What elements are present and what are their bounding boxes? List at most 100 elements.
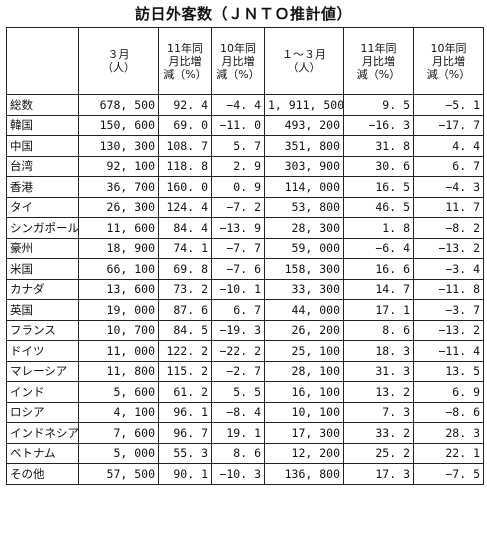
jan-mar-visitors-cell: 44, 000 — [264, 299, 344, 321]
country-name-cell: 米国 — [6, 258, 79, 280]
march-vs-2010-cell: −2. 7 — [211, 360, 265, 382]
march-visitors-cell: 4, 100 — [78, 401, 159, 423]
header-cell-jan-mar: １～３月 （人） — [264, 27, 344, 95]
march-vs-2010-cell: −11. 0 — [211, 114, 265, 136]
march-vs-2010-cell: 6. 7 — [211, 299, 265, 321]
country-name-cell: 総数 — [6, 94, 79, 116]
jan-mar-visitors-cell: 28, 100 — [264, 360, 344, 382]
march-visitors-cell: 678, 500 — [78, 94, 159, 116]
jan-mar-vs-2010-cell: −8. 6 — [413, 401, 484, 423]
march-visitors-cell: 11, 600 — [78, 217, 159, 239]
jan-mar-vs-2011-cell: 31. 8 — [343, 135, 414, 157]
page-title: 訪日外客数（ＪＮＴＯ推計値） — [134, 5, 352, 23]
jan-mar-visitors-cell: 25, 100 — [264, 340, 344, 362]
table-row: 英国 19, 000 87. 6 6. 7 44, 000 17. 1 −3. 7 — [6, 299, 484, 321]
table-row: ロシア 4, 100 96. 1 −8. 4 10, 100 7. 3 −8. 6 — [6, 401, 484, 423]
march-visitors-cell: 150, 600 — [78, 114, 159, 136]
country-name-cell: シンガポール — [6, 217, 79, 239]
march-visitors-cell: 13, 600 — [78, 278, 159, 300]
jan-mar-visitors-cell: 158, 300 — [264, 258, 344, 280]
table-row: 米国 66, 100 69. 8 −7. 6 158, 300 16. 6 −3. 4 — [6, 258, 484, 280]
jan-mar-vs-2010-cell: 13. 5 — [413, 360, 484, 382]
march-vs-2011-cell: 115. 2 — [158, 360, 212, 382]
march-vs-2011-cell: 124. 4 — [158, 196, 212, 218]
march-vs-2011-cell: 69. 8 — [158, 258, 212, 280]
jan-mar-vs-2011-cell: 16. 5 — [343, 176, 414, 198]
march-vs-2010-cell: 5. 5 — [211, 381, 265, 403]
march-vs-2011-cell: 84. 4 — [158, 217, 212, 239]
jan-mar-visitors-cell: 10, 100 — [264, 401, 344, 423]
march-vs-2011-cell: 74. 1 — [158, 237, 212, 259]
jan-mar-vs-2011-cell: 8. 6 — [343, 319, 414, 341]
jan-mar-vs-2010-cell: 22. 1 — [413, 442, 484, 464]
march-vs-2010-cell: −13. 9 — [211, 217, 265, 239]
jan-mar-vs-2011-cell: 16. 6 — [343, 258, 414, 280]
march-visitors-cell: 11, 800 — [78, 360, 159, 382]
march-vs-2010-cell: 5. 7 — [211, 135, 265, 157]
country-name-cell: マレーシア — [6, 360, 79, 382]
table-row: マレーシア 11, 800 115. 2 −2. 7 28, 100 31. 3 13. 5 — [6, 360, 484, 382]
table-row: 中国 130, 300 108. 7 5. 7 351, 800 31. 8 4. 4 — [6, 135, 484, 157]
march-visitors-cell: 36, 700 — [78, 176, 159, 198]
jan-mar-vs-2010-cell: −5. 1 — [413, 94, 484, 116]
march-vs-2011-cell: 55. 3 — [158, 442, 212, 464]
march-visitors-cell: 57, 500 — [78, 463, 159, 485]
march-vs-2010-cell: −22. 2 — [211, 340, 265, 362]
jan-mar-visitors-cell: 59, 000 — [264, 237, 344, 259]
country-name-cell: ロシア — [6, 401, 79, 423]
march-vs-2010-cell: −7. 6 — [211, 258, 265, 280]
jan-mar-vs-2011-cell: 33. 2 — [343, 422, 414, 444]
march-vs-2011-cell: 108. 7 — [158, 135, 212, 157]
country-name-cell: インド — [6, 381, 79, 403]
march-visitors-cell: 5, 600 — [78, 381, 159, 403]
jan-mar-vs-2010-cell: −13. 2 — [413, 237, 484, 259]
jan-mar-vs-2011-cell: −16. 3 — [343, 114, 414, 136]
march-vs-2011-cell: 118. 8 — [158, 155, 212, 177]
march-visitors-cell: 10, 700 — [78, 319, 159, 341]
march-vs-2010-cell: 8. 6 — [211, 442, 265, 464]
march-visitors-cell: 7, 600 — [78, 422, 159, 444]
jan-mar-visitors-cell: 17, 300 — [264, 422, 344, 444]
table-row: その他 57, 500 90. 1 −10. 3 136, 800 17. 3 −7. 5 — [6, 463, 484, 485]
march-vs-2010-cell: −7. 2 — [211, 196, 265, 218]
jan-mar-visitors-cell: 351, 800 — [264, 135, 344, 157]
jan-mar-visitors-cell: 136, 800 — [264, 463, 344, 485]
jan-mar-vs-2011-cell: 1. 8 — [343, 217, 414, 239]
march-vs-2011-cell: 92. 4 — [158, 94, 212, 116]
march-vs-2010-cell: −19. 3 — [211, 319, 265, 341]
jan-mar-vs-2010-cell: −7. 5 — [413, 463, 484, 485]
country-name-cell: ベトナム — [6, 442, 79, 464]
march-vs-2010-cell: −10. 1 — [211, 278, 265, 300]
jan-mar-vs-2011-cell: 13. 2 — [343, 381, 414, 403]
jan-mar-vs-2010-cell: 4. 4 — [413, 135, 484, 157]
jan-mar-vs-2010-cell: 11. 7 — [413, 196, 484, 218]
jan-mar-vs-2010-cell: −13. 2 — [413, 319, 484, 341]
march-vs-2010-cell: −10. 3 — [211, 463, 265, 485]
jan-mar-vs-2011-cell: 31. 3 — [343, 360, 414, 382]
jan-mar-visitors-cell: 493, 200 — [264, 114, 344, 136]
march-vs-2010-cell: 19. 1 — [211, 422, 265, 444]
jan-mar-vs-2010-cell: −17. 7 — [413, 114, 484, 136]
table-row: 豪州 18, 900 74. 1 −7. 7 59, 000 −6. 4 −13. 2 — [6, 237, 484, 259]
table-row: 香港 36, 700 160. 0 0. 9 114, 000 16. 5 −4. 3 — [6, 176, 484, 198]
march-vs-2010-cell: −7. 7 — [211, 237, 265, 259]
table-row: カナダ 13, 600 73. 2 −10. 1 33, 300 14. 7 −11. 8 — [6, 278, 484, 300]
jan-mar-visitors-cell: 114, 000 — [264, 176, 344, 198]
country-name-cell: 台湾 — [6, 155, 79, 177]
march-vs-2010-cell: 2. 9 — [211, 155, 265, 177]
table-row: インド 5, 600 61. 2 5. 5 16, 100 13. 2 6. 9 — [6, 381, 484, 403]
country-name-cell: 英国 — [6, 299, 79, 321]
visitor-stats-table: ３月 （人） 11年同 月比増 減（%） 10年同 月比増 減（%） １～３月 … — [6, 27, 484, 485]
march-vs-2011-cell: 73. 2 — [158, 278, 212, 300]
country-name-cell: カナダ — [6, 278, 79, 300]
country-name-cell: フランス — [6, 319, 79, 341]
jan-mar-visitors-cell: 16, 100 — [264, 381, 344, 403]
table-row: タイ 26, 300 124. 4 −7. 2 53, 800 46. 5 11. 7 — [6, 196, 484, 218]
march-vs-2011-cell: 96. 1 — [158, 401, 212, 423]
jan-mar-vs-2011-cell: 9. 5 — [343, 94, 414, 116]
jan-mar-visitors-cell: 53, 800 — [264, 196, 344, 218]
table-row: ドイツ 11, 000 122. 2 −22. 2 25, 100 18. 3 −11. 4 — [6, 340, 484, 362]
header-cell-march-vs-2010: 10年同 月比増 減（%） — [211, 27, 265, 95]
table-row: 総数 678, 500 92. 4 −4. 4 1, 911, 500 9. 5 −5. 1 — [6, 94, 484, 116]
header-cell-jan-mar-vs-2010: 10年同 月比増 減（%） — [413, 27, 484, 95]
